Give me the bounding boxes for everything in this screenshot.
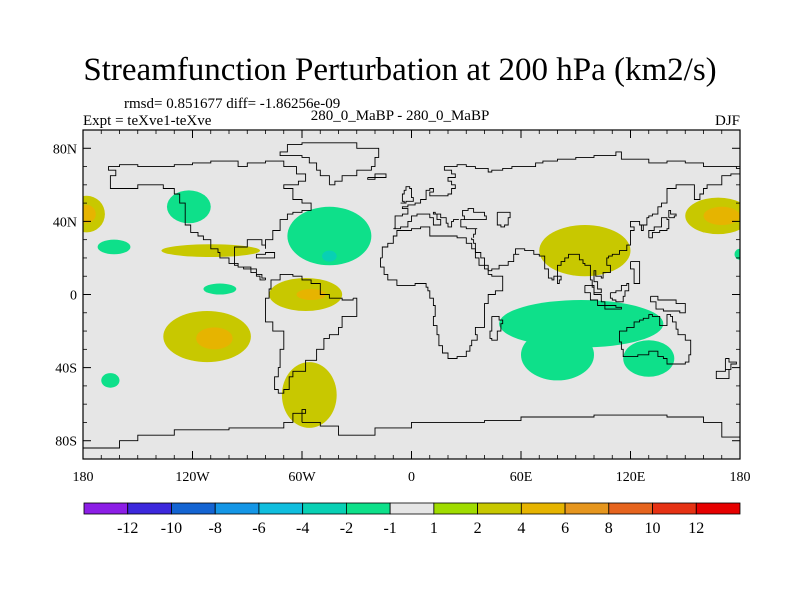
anomaly-region bbox=[101, 373, 120, 388]
colorbar-label: -12 bbox=[117, 520, 138, 537]
coastline bbox=[367, 173, 387, 180]
anomaly-region bbox=[196, 327, 233, 350]
colorbar-swatch bbox=[214, 502, 260, 515]
anomaly-regions bbox=[83, 190, 740, 428]
coastline bbox=[630, 261, 641, 284]
colorbar-swatch bbox=[695, 502, 741, 515]
anomaly-region bbox=[97, 239, 131, 255]
coastline bbox=[648, 217, 670, 239]
coastline bbox=[108, 160, 312, 281]
colorbar-label: 1 bbox=[430, 520, 438, 537]
coastline bbox=[489, 315, 504, 341]
colorbar-swatch bbox=[258, 502, 304, 515]
coastline bbox=[715, 358, 737, 380]
season-label: DJF bbox=[714, 113, 740, 129]
coastlines bbox=[83, 142, 740, 449]
colorbar-swatch bbox=[520, 502, 566, 515]
colorbar-swatch bbox=[171, 502, 216, 515]
stats-text: rmsd= 0.851677 diff= -1.86256e-09 bbox=[124, 96, 341, 112]
anomaly-region bbox=[521, 329, 594, 381]
anomaly-region bbox=[623, 340, 675, 377]
anomaly-region bbox=[287, 206, 372, 266]
coastline bbox=[668, 209, 677, 219]
x-tick-label: 0 bbox=[408, 470, 415, 485]
colorbar: -12 -10 -8 -6 -4 -2 -1 1 2 4 6 8 10 12 bbox=[83, 502, 741, 537]
anomaly-region bbox=[322, 250, 337, 262]
comparison-label: 280_0_MaBP - 280_0_MaBP bbox=[310, 108, 490, 124]
coastline bbox=[619, 314, 692, 365]
colorbar-label: 4 bbox=[517, 520, 525, 537]
x-tick-label: 60W bbox=[288, 470, 316, 485]
colorbar-swatch bbox=[302, 502, 347, 515]
x-tick-label: 60E bbox=[510, 470, 533, 485]
anomaly-region bbox=[703, 206, 740, 226]
coastline bbox=[302, 414, 740, 441]
y-axis: 80N 40N 0 40S 80S bbox=[53, 142, 740, 450]
colorbar-swatch bbox=[83, 502, 129, 515]
colorbar-swatch bbox=[127, 502, 172, 515]
anomaly-region bbox=[539, 225, 631, 277]
coastline bbox=[650, 295, 686, 314]
y-tick-label: 40S bbox=[55, 362, 77, 377]
y-tick-label: 0 bbox=[70, 289, 77, 304]
colorbar-label: 12 bbox=[688, 520, 704, 537]
anomaly-region bbox=[296, 289, 326, 300]
coastline bbox=[83, 409, 307, 449]
y-tick-label: 80S bbox=[55, 435, 77, 450]
coastline bbox=[265, 273, 358, 394]
coastline bbox=[609, 283, 630, 303]
coastline bbox=[400, 186, 414, 204]
anomaly-region bbox=[281, 362, 337, 428]
coastline bbox=[462, 208, 487, 221]
coastline bbox=[380, 226, 504, 359]
experiment-label: Expt = teXve1-teXve bbox=[83, 113, 212, 129]
coastline bbox=[394, 211, 459, 230]
coastline bbox=[471, 173, 740, 294]
map-background bbox=[83, 130, 740, 459]
colorbar-label: 2 bbox=[474, 520, 482, 537]
x-tick-label: 180 bbox=[730, 470, 751, 485]
coastline bbox=[604, 305, 622, 310]
colorbar-label: -4 bbox=[296, 520, 309, 537]
colorbar-label: -8 bbox=[209, 520, 222, 537]
x-axis: 180 120W 60W 0 60E 120E 180 bbox=[73, 130, 751, 485]
anomaly-region bbox=[203, 283, 237, 295]
colorbar-swatch bbox=[477, 502, 522, 515]
colorbar-swatch bbox=[564, 502, 610, 515]
y-tick-label: 80N bbox=[53, 142, 77, 157]
x-tick-label: 180 bbox=[73, 470, 94, 485]
coastline bbox=[557, 275, 562, 284]
anomaly-region bbox=[166, 190, 211, 224]
coastline bbox=[584, 284, 606, 306]
y-tick-label: 40N bbox=[53, 215, 77, 230]
colorbar-swatch bbox=[652, 502, 697, 515]
coastline bbox=[496, 211, 511, 228]
coastline bbox=[393, 151, 740, 230]
x-tick-label: 120E bbox=[616, 470, 646, 485]
coastline bbox=[279, 142, 380, 186]
colorbar-label: -2 bbox=[340, 520, 353, 537]
colorbar-swatch bbox=[608, 502, 653, 515]
colorbar-swatch bbox=[433, 502, 479, 515]
colorbar-label: -10 bbox=[161, 520, 182, 537]
anomaly-region bbox=[83, 204, 96, 224]
anomaly-region bbox=[734, 248, 740, 260]
colorbar-label: -6 bbox=[252, 520, 265, 537]
x-tick-label: 120W bbox=[175, 470, 210, 485]
coastline bbox=[460, 219, 478, 238]
colorbar-label: 10 bbox=[645, 520, 661, 537]
chart-title: Streamfunction Perturbation at 200 hPa (… bbox=[83, 52, 717, 88]
colorbar-label: 8 bbox=[605, 520, 613, 537]
colorbar-swatch bbox=[345, 502, 391, 515]
coastline bbox=[255, 252, 276, 259]
colorbar-label: 6 bbox=[561, 520, 569, 537]
colorbar-swatch bbox=[389, 502, 435, 515]
colorbar-label: -1 bbox=[383, 520, 396, 537]
